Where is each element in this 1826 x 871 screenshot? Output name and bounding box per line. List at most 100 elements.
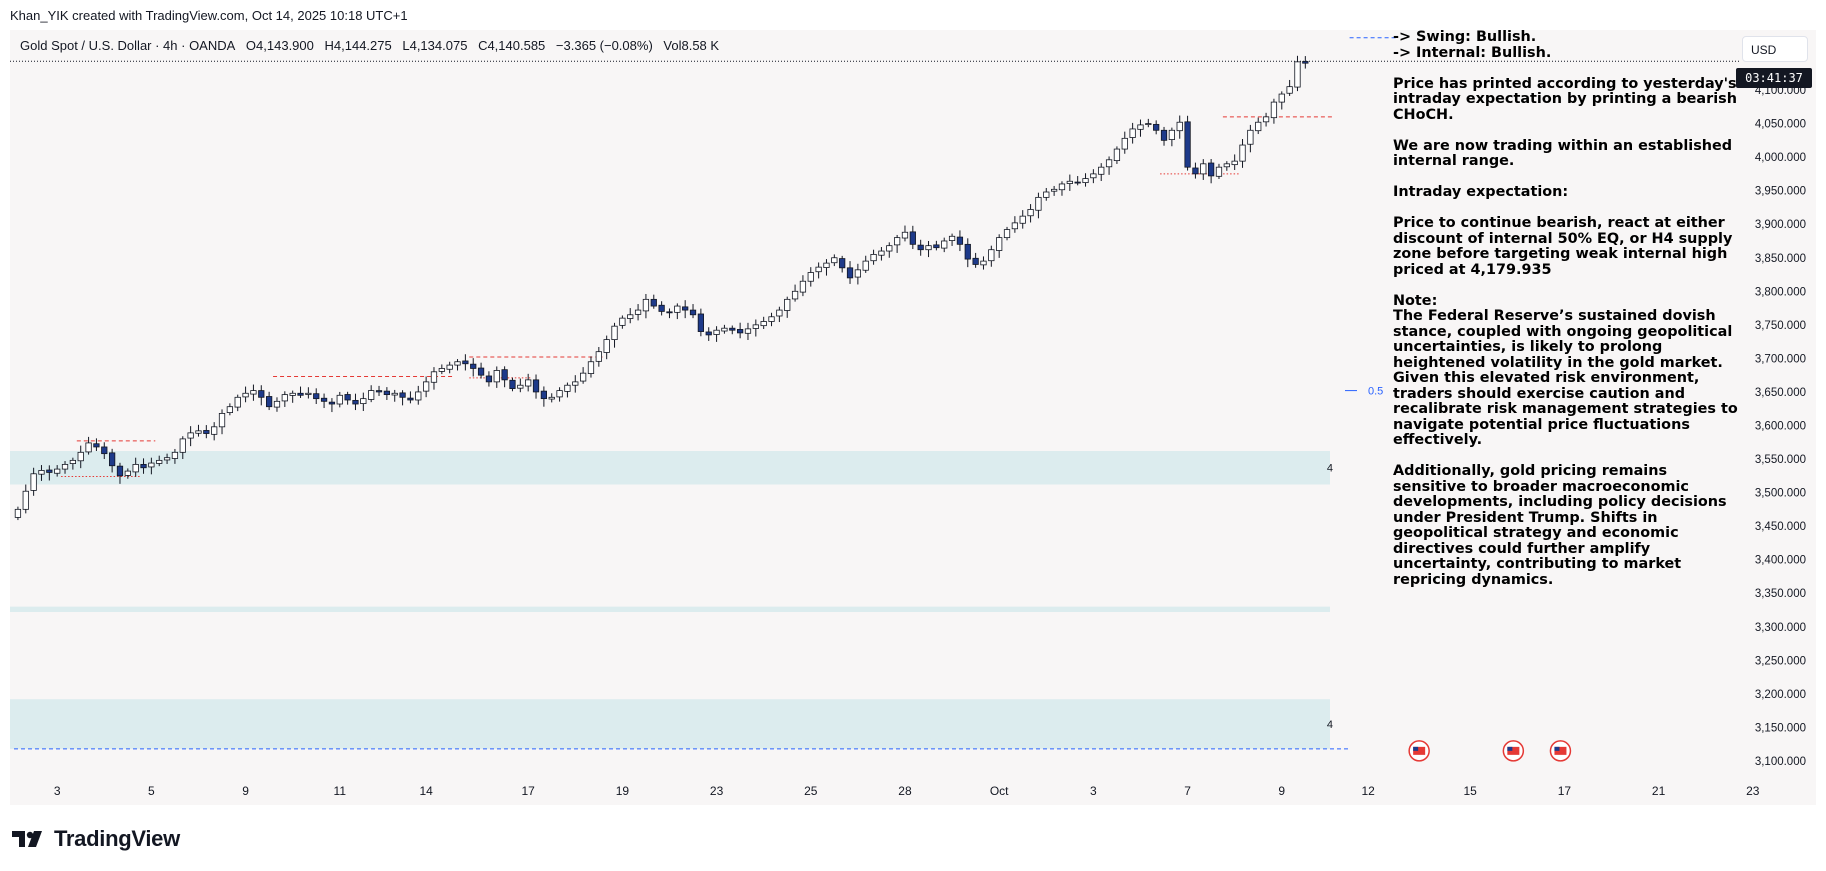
bear-candle[interactable]: [729, 327, 736, 331]
bull-candle[interactable]: [642, 298, 650, 312]
bear-candle[interactable]: [462, 360, 469, 365]
bull-candle[interactable]: [517, 384, 524, 389]
bull-candle[interactable]: [744, 328, 752, 334]
bull-candle[interactable]: [587, 361, 595, 374]
bull-candle[interactable]: [438, 368, 445, 372]
tradingview-brand[interactable]: TradingView: [12, 826, 180, 852]
bull-candle[interactable]: [171, 451, 179, 459]
bull-candle[interactable]: [611, 325, 618, 341]
bull-candle[interactable]: [1098, 166, 1105, 175]
bull-candle[interactable]: [156, 459, 163, 464]
bear-candle[interactable]: [933, 244, 940, 249]
bull-candle[interactable]: [713, 329, 720, 335]
demand-zone[interactable]: [10, 699, 1330, 749]
bull-candle[interactable]: [988, 249, 995, 262]
bear-candle[interactable]: [140, 463, 147, 469]
bull-candle[interactable]: [980, 260, 987, 266]
bull-candle[interactable]: [360, 398, 367, 405]
bull-candle[interactable]: [580, 372, 587, 382]
bull-candle[interactable]: [211, 426, 218, 435]
chart-frame[interactable]: [10, 30, 1816, 805]
bull-candle[interactable]: [901, 231, 909, 239]
bull-candle[interactable]: [807, 272, 814, 282]
bull-candle[interactable]: [1215, 166, 1223, 177]
bull-candle[interactable]: [446, 364, 453, 370]
bear-candle[interactable]: [344, 394, 351, 401]
bear-candle[interactable]: [1184, 121, 1191, 168]
bull-candle[interactable]: [831, 257, 838, 264]
bull-candle[interactable]: [179, 438, 186, 453]
bull-candle[interactable]: [61, 463, 69, 470]
bull-candle[interactable]: [69, 459, 77, 464]
bull-candle[interactable]: [1200, 163, 1207, 175]
bear-candle[interactable]: [46, 469, 53, 473]
bull-candle[interactable]: [996, 237, 1003, 251]
bull-candle[interactable]: [948, 235, 956, 241]
bear-candle[interactable]: [839, 258, 846, 269]
bull-candle[interactable]: [1278, 93, 1285, 103]
bull-candle[interactable]: [752, 324, 759, 329]
bear-candle[interactable]: [297, 392, 304, 396]
bear-candle[interactable]: [532, 379, 540, 393]
bear-candle[interactable]: [1208, 162, 1215, 177]
bull-candle[interactable]: [1035, 196, 1042, 211]
bear-candle[interactable]: [666, 311, 673, 314]
bull-candle[interactable]: [1121, 137, 1128, 150]
bull-candle[interactable]: [85, 442, 92, 453]
bull-candle[interactable]: [525, 379, 532, 387]
bear-candle[interactable]: [328, 401, 336, 405]
bear-candle[interactable]: [485, 375, 493, 383]
bull-candle[interactable]: [38, 470, 45, 475]
bull-candle[interactable]: [627, 314, 634, 319]
bull-candle[interactable]: [273, 400, 281, 408]
bull-candle[interactable]: [30, 473, 37, 491]
bull-candle[interactable]: [1129, 128, 1136, 138]
bear-candle[interactable]: [650, 298, 657, 307]
bull-candle[interactable]: [894, 237, 901, 246]
bull-candle[interactable]: [1027, 209, 1034, 217]
bull-candle[interactable]: [391, 392, 398, 396]
bull-candle[interactable]: [132, 463, 139, 473]
bull-candle[interactable]: [1176, 121, 1183, 132]
bull-candle[interactable]: [619, 317, 626, 326]
bear-candle[interactable]: [101, 446, 108, 455]
bull-candle[interactable]: [815, 266, 822, 273]
bull-candle[interactable]: [1270, 101, 1278, 119]
bull-candle[interactable]: [878, 250, 885, 256]
bear-candle[interactable]: [917, 244, 924, 251]
bull-candle[interactable]: [1294, 61, 1301, 88]
bear-candle[interactable]: [540, 390, 548, 400]
bear-candle[interactable]: [956, 236, 964, 245]
bull-candle[interactable]: [187, 432, 194, 439]
bull-candle[interactable]: [1286, 86, 1293, 94]
bull-candle[interactable]: [1066, 180, 1073, 184]
bull-candle[interactable]: [54, 468, 61, 474]
bull-candle[interactable]: [289, 392, 296, 396]
bear-candle[interactable]: [658, 304, 665, 312]
bull-candle[interactable]: [1043, 191, 1050, 198]
bull-candle[interactable]: [799, 280, 807, 293]
bull-candle[interactable]: [493, 370, 500, 383]
bear-candle[interactable]: [116, 465, 124, 477]
bull-candle[interactable]: [195, 430, 202, 434]
bull-candle[interactable]: [1168, 129, 1176, 140]
bull-candle[interactable]: [148, 462, 155, 468]
bull-candle[interactable]: [941, 240, 948, 249]
bull-candle[interactable]: [1262, 116, 1270, 123]
bear-candle[interactable]: [352, 399, 359, 405]
bear-candle[interactable]: [689, 309, 697, 316]
bull-candle[interactable]: [768, 316, 775, 322]
bear-candle[interactable]: [909, 231, 916, 245]
bull-candle[interactable]: [595, 351, 602, 362]
bull-candle[interactable]: [548, 396, 555, 400]
demand-zone[interactable]: [10, 450, 1330, 485]
bull-candle[interactable]: [454, 361, 461, 366]
bear-candle[interactable]: [470, 363, 477, 369]
bear-candle[interactable]: [1302, 61, 1309, 64]
bull-candle[interactable]: [77, 451, 84, 462]
bull-candle[interactable]: [862, 260, 869, 271]
bear-candle[interactable]: [320, 397, 328, 402]
bull-candle[interactable]: [823, 262, 830, 268]
bull-candle[interactable]: [1113, 148, 1121, 162]
